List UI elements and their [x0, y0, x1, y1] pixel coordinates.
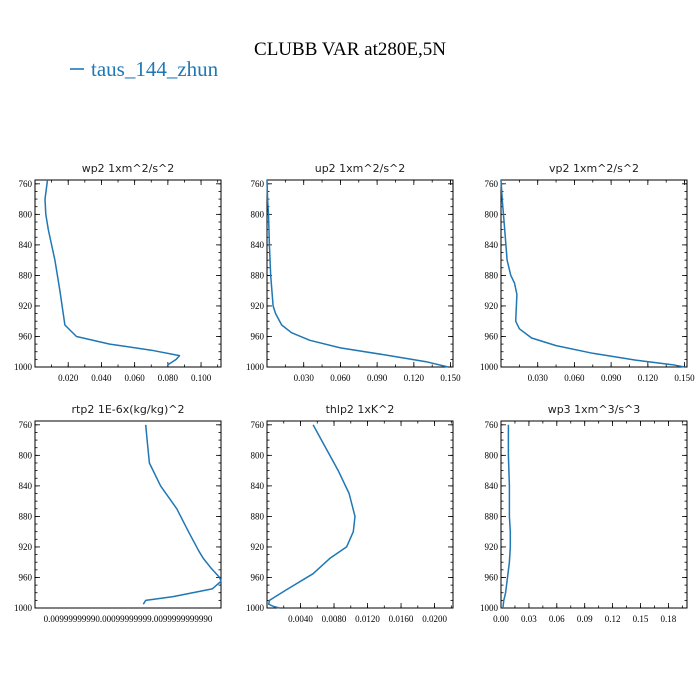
series-line [267, 424, 356, 609]
y-tick-label: 760 [251, 179, 265, 189]
x-tick-label: 0.00 [493, 614, 509, 624]
x-tick-label: 0.020 [58, 373, 79, 383]
panel-4: rtp2 1E-6x(kg/kg)^2 760 800 840 880 920 960 100… [14, 403, 222, 624]
x-tick-label: 0.090 [601, 373, 622, 383]
y-tick-label: 880 [19, 270, 33, 280]
x-tick-label: 0.100 [191, 373, 212, 383]
y-tick-label: 880 [19, 511, 33, 521]
x-tick-label: 0.0160 [389, 614, 414, 624]
x-tick-label: 0.080 [158, 373, 179, 383]
y-tick-label: 880 [485, 270, 499, 280]
x-tick-label: 0.060 [564, 373, 585, 383]
legend-label: taus_144_zhun [91, 57, 219, 81]
x-tick-label: 0.150 [674, 373, 695, 383]
x-tick-label: 0.18 [661, 614, 677, 624]
y-tick-label: 1000 [246, 362, 265, 372]
y-tick-label: 800 [485, 450, 499, 460]
y-tick-label: 840 [485, 240, 499, 250]
panel-5: thlp2 1xK^2 760 800 840 880 920 960 1000 0.0040 0… [246, 403, 454, 624]
x-tick-label: 0.030 [528, 373, 549, 383]
x-tick-label: 0.040 [91, 373, 112, 383]
series-line [266, 179, 449, 368]
x-tick-label: 0.120 [638, 373, 659, 383]
panel-frame [500, 179, 688, 368]
series-line [502, 424, 512, 609]
x-tick-label: 0.03 [521, 614, 537, 624]
y-tick-label: 960 [19, 572, 33, 582]
x-tick-label: 0.120 [404, 373, 425, 383]
y-tick-label: 920 [251, 542, 265, 552]
y-tick-label: 920 [19, 301, 33, 311]
y-tick-label: 1000 [480, 362, 499, 372]
y-tick-label: 960 [19, 331, 33, 341]
panel-title: wp2 1xm^2/s^2 [82, 162, 175, 175]
y-tick-label: 840 [19, 240, 33, 250]
y-tick-label: 800 [19, 209, 33, 219]
y-tick-label: 920 [485, 301, 499, 311]
x-tick-label: 0.06 [549, 614, 565, 624]
y-tick-label: 960 [485, 331, 499, 341]
legend: taus_144_zhun [70, 57, 219, 81]
x-tick-label: 0.150 [440, 373, 461, 383]
x-tick-label: 0.090 [367, 373, 388, 383]
series-line [500, 179, 685, 368]
y-tick-label: 800 [485, 209, 499, 219]
y-tick-label: 1000 [246, 603, 265, 613]
x-tick-label: 0.15 [633, 614, 649, 624]
y-tick-label: 840 [485, 481, 499, 491]
y-tick-label: 1000 [14, 362, 33, 372]
y-tick-label: 920 [251, 301, 265, 311]
panel-frame [500, 420, 688, 609]
series-line [44, 179, 181, 366]
x-tick-label: 0.00999999990.00099999999.0099999999990 [44, 614, 213, 624]
panel-frame [266, 179, 454, 368]
panel-2: up2 1xm^2/s^2 760 800 840 880 920 960 1000 0.030… [246, 162, 461, 383]
series-line [142, 424, 222, 605]
y-tick-label: 760 [485, 420, 499, 430]
panel-title: up2 1xm^2/s^2 [315, 162, 406, 175]
panel-title: wp3 1xm^3/s^3 [548, 403, 641, 416]
y-tick-label: 800 [251, 450, 265, 460]
x-tick-label: 0.060 [330, 373, 351, 383]
panel-frame [34, 179, 222, 368]
y-tick-label: 960 [251, 331, 265, 341]
x-tick-label: 0.030 [294, 373, 315, 383]
y-tick-label: 760 [251, 420, 265, 430]
x-tick-label: 0.09 [577, 614, 593, 624]
y-tick-label: 800 [251, 209, 265, 219]
y-tick-label: 880 [251, 511, 265, 521]
figure-title: CLUBB VAR at280E,5N [254, 39, 446, 60]
panel-frame [34, 420, 222, 609]
y-tick-label: 1000 [14, 603, 33, 613]
panel-1: wp2 1xm^2/s^2 760 800 840 880 920 960 1000 0.020… [14, 162, 222, 383]
y-tick-label: 840 [251, 240, 265, 250]
y-tick-label: 960 [251, 572, 265, 582]
x-tick-label: 0.12 [605, 614, 621, 624]
x-tick-label: 0.060 [125, 373, 146, 383]
y-tick-label: 880 [485, 511, 499, 521]
y-tick-label: 760 [485, 179, 499, 189]
panel-frame [266, 420, 454, 609]
y-tick-label: 960 [485, 572, 499, 582]
x-tick-label: 0.0040 [288, 614, 313, 624]
panel-title: thlp2 1xK^2 [326, 403, 395, 416]
y-tick-label: 760 [19, 420, 33, 430]
x-tick-label: 0.0200 [422, 614, 447, 624]
panel-title: vp2 1xm^2/s^2 [549, 162, 639, 175]
panel-title: rtp2 1E-6x(kg/kg)^2 [72, 403, 185, 416]
y-tick-label: 920 [19, 542, 33, 552]
panel-3: vp2 1xm^2/s^2 760 800 840 880 920 960 1000 0.030… [480, 162, 695, 383]
y-tick-label: 920 [485, 542, 499, 552]
y-tick-label: 800 [19, 450, 33, 460]
y-tick-label: 840 [19, 481, 33, 491]
y-tick-label: 840 [251, 481, 265, 491]
panel-grid: wp2 1xm^2/s^2 760 800 840 880 920 960 1000 0.020… [14, 162, 695, 624]
y-tick-label: 760 [19, 179, 33, 189]
x-tick-label: 0.0120 [355, 614, 380, 624]
y-tick-label: 880 [251, 270, 265, 280]
x-tick-label: 0.0080 [322, 614, 347, 624]
y-tick-label: 1000 [480, 603, 499, 613]
